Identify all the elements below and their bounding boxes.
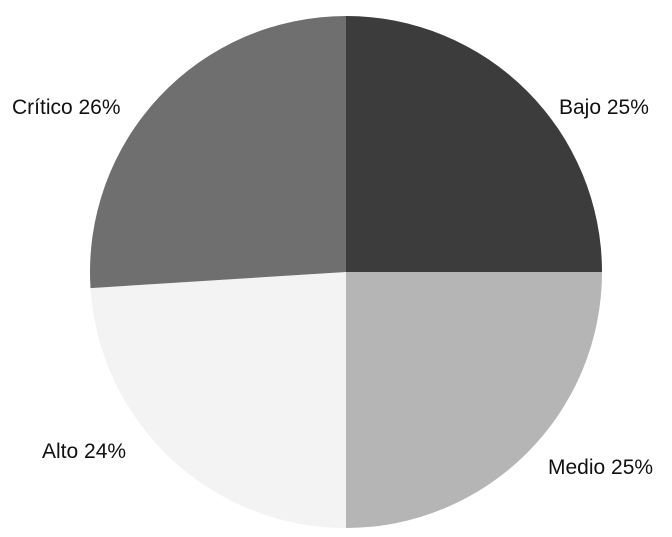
slice-label-alto: Alto 24% <box>42 440 126 463</box>
labels-layer: Bajo 25% Medio 25% Alto 24% Crítico 26% <box>12 96 653 479</box>
pie-slice-bajo <box>346 16 602 272</box>
slice-label-bajo: Bajo 25% <box>559 96 649 119</box>
pie-slice-medio <box>346 272 602 528</box>
pie-slice-critico <box>90 16 346 289</box>
pie-slice-alto <box>90 272 346 528</box>
slice-label-critico: Crítico 26% <box>12 96 121 119</box>
slices-layer <box>90 16 602 528</box>
slice-label-medio: Medio 25% <box>548 456 653 479</box>
